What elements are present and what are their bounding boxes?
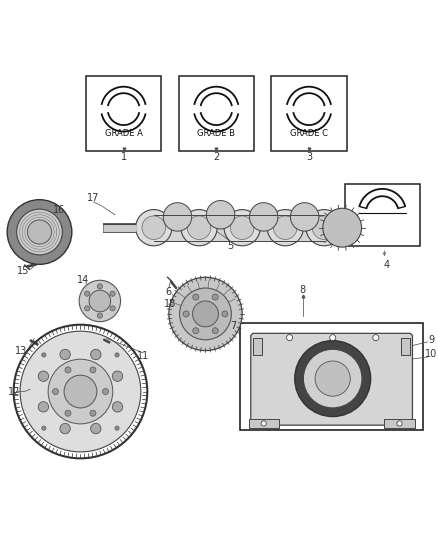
Text: GRADE A: GRADE A [105,130,142,138]
Text: 16: 16 [53,205,65,215]
Circle shape [230,216,254,239]
Circle shape [187,216,211,239]
Circle shape [38,371,49,382]
Circle shape [323,208,362,247]
Circle shape [42,426,46,430]
Circle shape [181,209,217,246]
Text: 3: 3 [306,151,312,161]
Text: 7: 7 [230,320,237,330]
Circle shape [28,220,52,244]
Circle shape [53,389,58,394]
Polygon shape [199,215,242,240]
Circle shape [273,216,297,239]
Polygon shape [285,215,324,240]
Circle shape [110,306,115,311]
Text: 18: 18 [164,300,176,310]
Circle shape [373,335,379,341]
Circle shape [110,291,115,296]
Circle shape [90,367,96,373]
Circle shape [115,426,119,430]
Circle shape [261,421,266,426]
Text: 14: 14 [78,276,90,285]
Text: 6: 6 [165,287,171,296]
Text: 2: 2 [213,151,219,161]
Circle shape [90,410,96,416]
Bar [86,76,161,151]
Circle shape [89,290,111,312]
Circle shape [286,335,293,341]
Circle shape [97,284,102,289]
Circle shape [42,353,46,357]
Bar [271,76,347,151]
Polygon shape [242,215,285,240]
Circle shape [183,311,189,317]
Circle shape [397,421,402,426]
Bar [253,337,262,355]
Polygon shape [251,333,413,425]
Text: 5: 5 [227,241,233,251]
Circle shape [60,349,70,360]
Circle shape [169,277,242,351]
Text: GRADE B: GRADE B [197,130,235,138]
Circle shape [206,200,235,229]
Bar [240,322,423,430]
Circle shape [250,203,278,231]
Circle shape [102,389,109,394]
Circle shape [306,209,342,246]
Circle shape [267,209,304,246]
Circle shape [65,410,71,416]
Circle shape [142,216,166,239]
Text: 17: 17 [87,193,99,204]
Circle shape [193,328,199,334]
Polygon shape [154,215,199,240]
Circle shape [85,306,90,311]
Text: 9: 9 [428,335,434,345]
Bar [385,419,415,428]
Circle shape [38,402,49,412]
Circle shape [7,200,72,264]
Circle shape [112,402,123,412]
Text: 12: 12 [8,386,21,397]
Circle shape [64,375,97,408]
Circle shape [304,349,362,408]
Circle shape [115,353,119,357]
Circle shape [212,328,218,334]
Circle shape [85,291,90,296]
Text: 4: 4 [384,261,390,270]
Bar [401,337,410,355]
Text: 8: 8 [300,285,306,295]
Circle shape [193,294,199,300]
Bar [249,419,279,428]
Circle shape [312,216,336,239]
Text: 10: 10 [425,349,437,359]
Circle shape [91,423,101,434]
Circle shape [91,349,101,360]
Circle shape [330,335,336,341]
Circle shape [180,288,231,340]
Circle shape [290,203,319,231]
Circle shape [212,294,218,300]
Circle shape [136,209,172,246]
Circle shape [97,313,102,318]
Circle shape [193,301,219,327]
Circle shape [163,203,192,231]
Circle shape [48,359,113,424]
Circle shape [224,209,260,246]
Circle shape [17,209,62,255]
Text: 15: 15 [17,266,29,276]
Circle shape [222,311,228,317]
Text: 1: 1 [120,151,127,161]
Text: 13: 13 [15,346,28,357]
Circle shape [60,423,70,434]
Circle shape [65,367,71,373]
Circle shape [315,361,350,396]
Text: 11: 11 [137,351,149,361]
Circle shape [79,280,120,322]
Bar [345,183,420,246]
Circle shape [295,341,371,417]
Bar [179,76,254,151]
Circle shape [20,331,141,452]
Text: GRADE C: GRADE C [290,130,328,138]
Circle shape [112,371,123,382]
